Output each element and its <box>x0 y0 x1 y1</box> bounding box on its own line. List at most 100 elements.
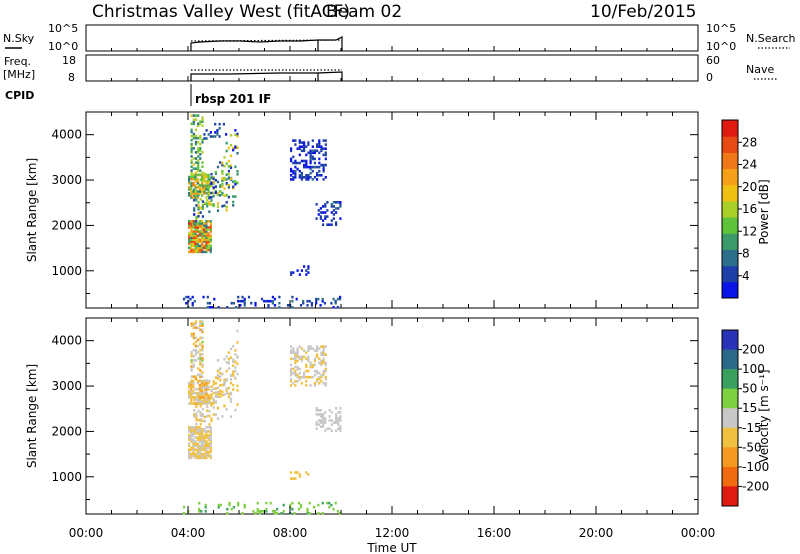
scatter-cell <box>201 161 204 164</box>
colorbar-tick-label: 8 <box>742 247 750 261</box>
scatter-cell <box>203 385 206 389</box>
scatter-cell <box>209 236 212 239</box>
scatter-cell <box>196 400 199 403</box>
scatter-cell <box>207 394 210 397</box>
scatter-cell <box>199 422 202 426</box>
scatter-cell <box>303 143 306 146</box>
scatter-cell <box>214 185 217 188</box>
scatter-cell <box>205 184 208 187</box>
scatter-cell <box>209 246 212 250</box>
colorbar-tick-label: 16 <box>742 202 757 216</box>
scatter-cell <box>193 413 196 416</box>
scatter-cell <box>316 174 319 177</box>
scatter-cell <box>294 174 297 177</box>
scatter-cell <box>294 361 297 365</box>
scatter-cell <box>234 180 237 183</box>
scatter-cell <box>190 452 193 456</box>
scatter-cell <box>209 131 212 134</box>
scatter-cell <box>190 390 193 393</box>
scatter-cell <box>203 133 206 136</box>
scatter-cell <box>203 244 206 248</box>
scatter-cell <box>339 297 342 301</box>
scatter-cell <box>227 176 230 180</box>
scatter-cell <box>196 381 199 385</box>
scatter-cell <box>203 398 206 401</box>
scatter-cell <box>232 148 235 152</box>
scatter-cell <box>210 393 213 396</box>
scatter-cell <box>194 246 197 250</box>
scatter-cell <box>207 173 210 177</box>
scatter-cell <box>317 423 320 426</box>
scatter-cell <box>206 414 209 418</box>
scatter-cell <box>201 346 204 350</box>
scatter-cell <box>205 248 208 252</box>
scatter-cell <box>194 322 198 325</box>
scatter-cell <box>321 297 324 301</box>
scatter-cell <box>296 380 299 383</box>
scatter-cell <box>190 134 193 138</box>
scatter-cell <box>221 372 224 376</box>
scatter-cell <box>193 188 196 192</box>
scatter-cell <box>188 394 191 397</box>
scatter-cell <box>199 142 202 146</box>
scatter-cell <box>199 404 202 408</box>
scatter-cell <box>210 395 213 398</box>
scatter-cell <box>229 134 233 137</box>
scatter-cell <box>194 114 198 117</box>
scatter-cell <box>205 426 208 429</box>
scatter-cell <box>192 118 195 121</box>
colorbar-tick-label: 28 <box>742 135 757 149</box>
scatter-cell <box>201 188 204 191</box>
y-tick-label: 4000 <box>51 128 82 142</box>
scatter-cell <box>324 143 327 146</box>
scatter-cell <box>192 452 195 456</box>
scatter-cell <box>188 452 191 456</box>
scatter-cell <box>205 398 208 401</box>
scatter-cell <box>332 507 335 511</box>
scatter-cell <box>192 402 195 405</box>
scatter-cell <box>190 144 193 148</box>
scatter-cell <box>311 375 314 379</box>
scatter-cell <box>208 196 211 200</box>
scatter-cell <box>190 367 193 370</box>
scatter-cell <box>290 471 293 474</box>
scatter-cell <box>326 201 329 204</box>
scatter-cell <box>318 382 321 385</box>
scatter-cell <box>207 430 210 433</box>
scatter-cell <box>199 373 202 376</box>
scatter-cell <box>192 390 195 393</box>
scatter-cell <box>198 428 201 431</box>
freq-tick-high: 18 <box>62 54 76 67</box>
scatter-cell <box>210 181 213 185</box>
scatter-cell <box>201 432 204 435</box>
scatter-cell <box>203 381 206 385</box>
scatter-cell <box>194 387 197 391</box>
scatter-cell <box>305 384 308 387</box>
scatter-cell <box>194 136 198 140</box>
scatter-cell <box>315 297 318 301</box>
scatter-cell <box>205 250 208 254</box>
scatter-cell <box>190 440 193 443</box>
scatter-cell <box>225 355 228 358</box>
scatter-cell <box>296 355 299 359</box>
scatter-cell <box>324 382 327 385</box>
scatter-cell <box>205 238 208 241</box>
scatter-cell <box>192 442 195 445</box>
scatter-cell <box>199 120 202 123</box>
scatter-cell <box>190 355 193 358</box>
scatter-cell <box>194 177 197 181</box>
scatter-cell <box>194 118 198 121</box>
scatter-cell <box>188 186 191 189</box>
scatter-cell <box>313 149 316 153</box>
scatter-cell <box>316 353 319 356</box>
scatter-cell <box>305 161 308 165</box>
scatter-cell <box>204 510 207 513</box>
scatter-cell <box>214 387 217 390</box>
scatter-cell <box>205 400 208 403</box>
scatter-cell <box>324 375 327 379</box>
scatter-cell <box>199 173 202 177</box>
scatter-cell <box>307 349 310 352</box>
scatter-cell <box>216 133 219 136</box>
scatter-cell <box>300 357 303 361</box>
scatter-cell <box>319 413 322 416</box>
